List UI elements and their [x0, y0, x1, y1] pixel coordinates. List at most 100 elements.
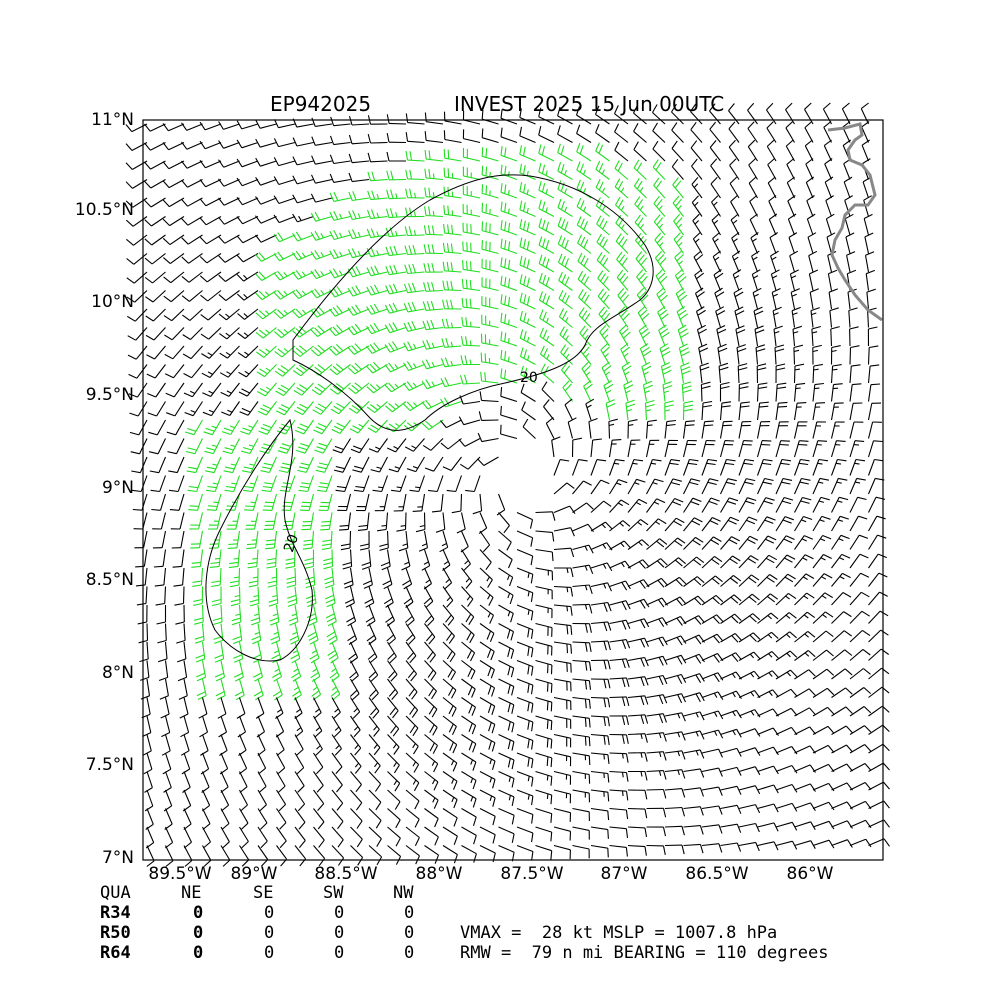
wind-barb — [161, 715, 171, 738]
wind-barb — [720, 536, 740, 550]
wind-barb — [140, 678, 151, 700]
wind-barb — [479, 604, 495, 624]
wind-barb — [236, 216, 259, 225]
wind-barb — [199, 234, 222, 245]
wind-barb — [863, 195, 872, 217]
wind-barb — [590, 715, 610, 727]
wind-barb — [126, 290, 148, 303]
wind-barb — [481, 277, 499, 292]
wind-barb — [350, 438, 370, 454]
wind-barb — [812, 744, 835, 754]
wind-barb — [405, 715, 419, 737]
wind-barb — [181, 752, 191, 775]
wind-barb — [498, 826, 515, 843]
wind-barb — [350, 789, 363, 811]
wind-barb — [572, 733, 591, 747]
wind-barb — [830, 364, 842, 384]
wind-barb — [713, 269, 724, 291]
wind-barb — [588, 417, 598, 439]
wind-barb — [403, 361, 425, 372]
wind-barb — [682, 458, 699, 476]
wind-barb — [831, 763, 853, 772]
wind-barb — [384, 302, 407, 314]
wind-barb — [405, 623, 416, 645]
wind-barb — [865, 269, 875, 291]
wind-barb — [384, 322, 407, 334]
wind-barb — [590, 770, 610, 783]
wind-barb — [868, 705, 890, 717]
wind-barb — [422, 300, 444, 311]
lat-tick-7-5: 7.5°N — [85, 755, 134, 775]
wind-barb — [498, 715, 515, 733]
wind-barb — [461, 567, 473, 589]
wind-barb — [199, 253, 222, 264]
wind-barb — [367, 133, 388, 144]
summary-rmw-bearing: RMW = 79 n mi BEARING = 110 degrees — [460, 943, 829, 963]
wind-barb — [664, 750, 686, 760]
wind-barb — [442, 752, 458, 772]
wind-barb — [244, 493, 259, 511]
wind-barb — [540, 363, 555, 384]
wind-barb — [144, 271, 166, 284]
wind-barb — [423, 586, 434, 608]
wind-barb — [481, 128, 499, 144]
wind-barb — [738, 709, 761, 718]
wind-barb — [144, 142, 166, 151]
wind-barb — [831, 839, 853, 848]
wind-barb — [627, 419, 638, 439]
wind-barb — [386, 151, 406, 162]
wind-barb — [701, 555, 723, 569]
wind-barb — [439, 530, 449, 553]
wind-barb — [519, 310, 536, 328]
wind-barb — [294, 808, 306, 830]
wind-barb — [255, 196, 277, 205]
wind-barb — [572, 696, 591, 709]
wind-barb — [145, 327, 166, 341]
wind-barb — [812, 496, 830, 513]
wind-barb — [849, 534, 869, 550]
wind-barb — [177, 641, 187, 663]
wind-barb — [683, 536, 704, 550]
wind-barb — [257, 826, 268, 849]
wind-barb — [144, 216, 166, 227]
wind-barb — [614, 123, 629, 143]
wind-barb — [404, 244, 425, 256]
wind-barb — [368, 697, 380, 719]
wind-barb — [757, 803, 779, 813]
wind-barb — [135, 549, 148, 568]
wind-barb — [443, 186, 462, 199]
wind-barb — [442, 604, 455, 626]
wind-barb — [590, 826, 609, 839]
wind-barb — [306, 604, 318, 626]
wind-barb — [596, 233, 610, 254]
wind-barb — [595, 178, 610, 199]
wind-barb — [701, 614, 724, 624]
wind-barb — [367, 152, 388, 163]
wind-barb — [608, 459, 625, 476]
wind-barb — [720, 652, 742, 663]
wind-barb — [609, 560, 631, 569]
wind-barb — [597, 270, 610, 291]
wind-barb — [775, 669, 798, 680]
wind-barb — [824, 176, 834, 199]
table-cell: 0 — [404, 903, 415, 923]
wind-barb — [583, 380, 593, 402]
wind-barb — [738, 689, 761, 699]
wind-barb — [849, 819, 872, 829]
wind-barb — [459, 374, 481, 385]
wind-barb — [590, 659, 611, 670]
wind-barb — [500, 387, 518, 403]
wind-barb — [730, 195, 740, 217]
wind-barb — [332, 438, 351, 454]
wind-barb — [156, 605, 167, 625]
wind-barb — [522, 418, 536, 439]
wind-barb — [633, 178, 647, 199]
wind-barb — [479, 530, 491, 553]
wind-barb — [683, 673, 705, 683]
wind-barb — [496, 493, 506, 516]
wind-barb — [553, 678, 572, 692]
wind-barb — [385, 208, 407, 219]
lat-tick-8: 8°N — [101, 663, 134, 683]
wind-barb — [609, 844, 628, 857]
wind-barb — [825, 195, 834, 217]
